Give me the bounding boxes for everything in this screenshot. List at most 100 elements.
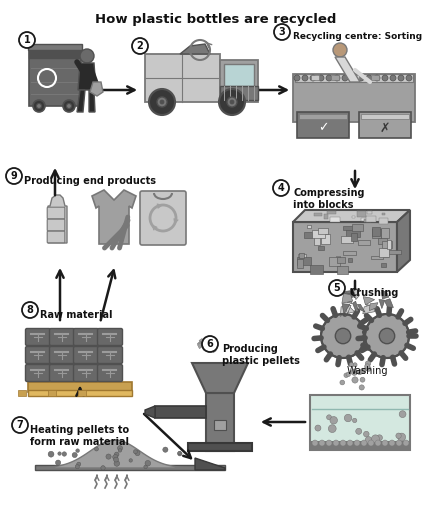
Bar bbox=[381, 228, 389, 238]
Bar bbox=[329, 257, 340, 266]
Polygon shape bbox=[293, 222, 397, 272]
Bar bbox=[382, 213, 385, 216]
Circle shape bbox=[135, 451, 140, 456]
FancyBboxPatch shape bbox=[47, 219, 65, 231]
Text: 9: 9 bbox=[11, 171, 17, 181]
Bar bbox=[224, 64, 254, 86]
Bar bbox=[324, 214, 328, 219]
Bar bbox=[314, 237, 320, 245]
Circle shape bbox=[379, 328, 395, 344]
Bar bbox=[297, 259, 303, 268]
Circle shape bbox=[342, 75, 348, 81]
Circle shape bbox=[403, 440, 409, 446]
Bar bbox=[327, 211, 336, 214]
Circle shape bbox=[352, 418, 357, 422]
Bar bbox=[356, 211, 366, 217]
Circle shape bbox=[344, 414, 352, 422]
Bar bbox=[336, 255, 340, 261]
Bar bbox=[48, 390, 56, 396]
Circle shape bbox=[6, 168, 22, 184]
FancyBboxPatch shape bbox=[74, 329, 98, 346]
Bar bbox=[35, 465, 225, 470]
FancyBboxPatch shape bbox=[26, 365, 51, 381]
Polygon shape bbox=[363, 296, 375, 305]
Circle shape bbox=[113, 455, 118, 460]
Circle shape bbox=[94, 447, 98, 451]
Bar bbox=[372, 228, 381, 238]
Text: 6: 6 bbox=[207, 339, 213, 349]
Polygon shape bbox=[352, 301, 359, 312]
Circle shape bbox=[358, 75, 364, 81]
Bar bbox=[310, 395, 410, 450]
Bar bbox=[320, 234, 330, 244]
Polygon shape bbox=[343, 305, 351, 316]
Bar bbox=[317, 246, 323, 250]
Bar bbox=[312, 230, 325, 238]
Polygon shape bbox=[357, 304, 365, 312]
Circle shape bbox=[178, 452, 182, 456]
Circle shape bbox=[312, 440, 318, 446]
Bar bbox=[384, 249, 388, 257]
Bar bbox=[206, 393, 234, 451]
Bar bbox=[351, 75, 359, 80]
Bar bbox=[298, 253, 304, 258]
Circle shape bbox=[374, 75, 380, 81]
Bar bbox=[343, 226, 353, 230]
Circle shape bbox=[101, 465, 105, 470]
Circle shape bbox=[114, 452, 119, 457]
Bar bbox=[341, 236, 353, 243]
Circle shape bbox=[62, 452, 67, 456]
Bar bbox=[361, 114, 409, 119]
Polygon shape bbox=[180, 44, 210, 54]
Polygon shape bbox=[363, 305, 375, 314]
Circle shape bbox=[365, 364, 370, 369]
Bar bbox=[361, 218, 368, 221]
Circle shape bbox=[359, 385, 364, 390]
Circle shape bbox=[12, 417, 28, 433]
Circle shape bbox=[354, 440, 360, 446]
Circle shape bbox=[33, 100, 45, 112]
Text: Compressing
into blocks: Compressing into blocks bbox=[293, 188, 365, 209]
Circle shape bbox=[318, 75, 324, 81]
Text: Producing
plastic pellets: Producing plastic pellets bbox=[222, 344, 300, 366]
Text: Producing end products: Producing end products bbox=[24, 176, 156, 186]
Bar bbox=[379, 248, 389, 257]
Bar bbox=[343, 251, 355, 255]
Bar bbox=[371, 75, 379, 80]
Polygon shape bbox=[48, 195, 67, 243]
Circle shape bbox=[145, 460, 151, 466]
FancyBboxPatch shape bbox=[26, 329, 51, 346]
Text: 5: 5 bbox=[333, 283, 340, 293]
Circle shape bbox=[302, 75, 308, 81]
Bar bbox=[352, 224, 363, 231]
Polygon shape bbox=[206, 345, 211, 351]
Text: 3: 3 bbox=[278, 27, 285, 37]
Bar bbox=[359, 240, 370, 245]
Polygon shape bbox=[92, 190, 136, 244]
Circle shape bbox=[333, 43, 347, 57]
Circle shape bbox=[396, 433, 401, 438]
Bar bbox=[372, 227, 380, 237]
Bar bbox=[313, 214, 322, 216]
Bar bbox=[297, 253, 306, 261]
Polygon shape bbox=[293, 210, 410, 222]
Bar bbox=[29, 48, 81, 58]
Bar bbox=[346, 228, 359, 237]
Polygon shape bbox=[77, 90, 85, 112]
Circle shape bbox=[365, 314, 409, 358]
Circle shape bbox=[132, 38, 148, 54]
Polygon shape bbox=[89, 90, 95, 112]
Bar bbox=[29, 48, 81, 106]
Circle shape bbox=[364, 431, 369, 437]
Circle shape bbox=[344, 373, 349, 377]
Circle shape bbox=[382, 440, 388, 446]
Circle shape bbox=[375, 440, 381, 446]
Circle shape bbox=[129, 459, 132, 462]
Bar bbox=[378, 238, 387, 244]
Circle shape bbox=[114, 461, 120, 466]
Polygon shape bbox=[202, 342, 207, 348]
Circle shape bbox=[368, 440, 374, 446]
Circle shape bbox=[315, 425, 321, 431]
Bar bbox=[364, 219, 371, 222]
Circle shape bbox=[397, 433, 406, 441]
